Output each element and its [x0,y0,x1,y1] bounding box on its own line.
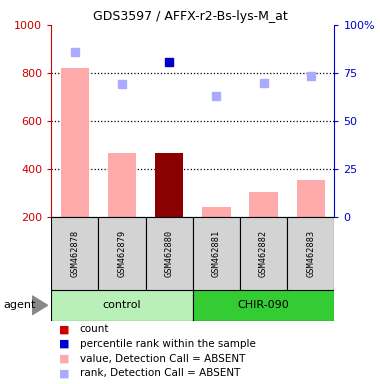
Bar [155,153,184,217]
Text: CHIR-090: CHIR-090 [238,300,290,310]
Text: GDS3597 / AFFX-r2-Bs-lys-M_at: GDS3597 / AFFX-r2-Bs-lys-M_at [93,10,287,23]
Bar [61,68,89,217]
Bar [297,180,325,217]
Text: ■: ■ [59,339,70,349]
Text: GSM462882: GSM462882 [259,230,268,277]
Text: rank, Detection Call = ABSENT: rank, Detection Call = ABSENT [80,368,240,378]
Bar [193,217,240,290]
Text: percentile rank within the sample: percentile rank within the sample [80,339,256,349]
Bar [287,217,334,290]
Bar [51,290,193,321]
Text: agent: agent [4,300,36,310]
Bar [202,207,231,217]
Text: GSM462883: GSM462883 [306,230,315,277]
Text: count: count [80,324,109,334]
Text: GSM462881: GSM462881 [212,230,221,277]
Text: GSM462879: GSM462879 [117,230,127,277]
Bar [249,192,278,217]
Bar [51,217,98,290]
Text: value, Detection Call = ABSENT: value, Detection Call = ABSENT [80,354,245,364]
Text: ■: ■ [59,354,70,364]
Text: GSM462878: GSM462878 [70,230,79,277]
Bar [240,217,287,290]
Bar [98,217,146,290]
Bar [108,153,136,217]
Polygon shape [32,296,48,315]
Text: control: control [103,300,141,310]
Bar [146,217,193,290]
Text: ■: ■ [59,324,70,334]
Text: GSM462880: GSM462880 [165,230,174,277]
Bar [193,290,334,321]
Text: ■: ■ [59,368,70,378]
